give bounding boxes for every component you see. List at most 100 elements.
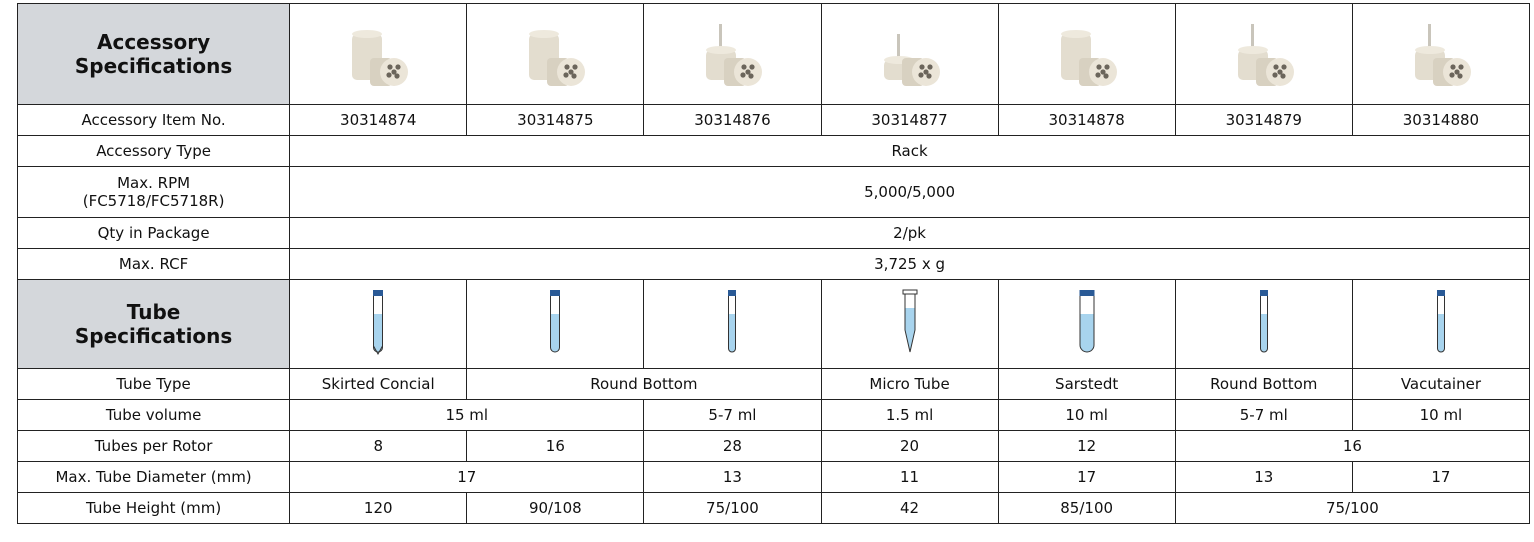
cell: 2/pk	[289, 217, 1530, 249]
cell: Rack	[289, 135, 1530, 167]
cell: Skirted Concial	[289, 368, 468, 400]
rack-hole	[1280, 73, 1286, 79]
rack-hole	[1457, 73, 1463, 79]
heading-line: Accessory	[96, 30, 211, 54]
tube-cap	[373, 290, 384, 296]
tube-skirt	[373, 345, 384, 356]
tube-rod	[896, 34, 900, 60]
row: Tube Height (mm) 120 90/108 75/100 42 85/100…	[16, 492, 1531, 524]
tube-outline	[550, 296, 561, 353]
tube-image	[1174, 279, 1353, 369]
tube-header-row: Tube Specifications	[16, 279, 1531, 369]
cell: 30314874	[289, 104, 468, 136]
cell: 30314876	[643, 104, 822, 136]
tube-image	[466, 279, 645, 369]
tube-liquid	[1260, 314, 1268, 352]
tube-cap	[1436, 290, 1445, 296]
accessory-icon	[352, 30, 409, 86]
tube-outline	[904, 293, 916, 353]
rack-hole	[749, 64, 756, 70]
rack-hole	[564, 64, 570, 70]
row: Accessory Item No. 30314874 30314875 30314…	[16, 104, 1531, 136]
tube-outline	[728, 296, 737, 353]
row-label: Tube Height (mm)	[16, 492, 291, 524]
cell: 30314880	[1351, 104, 1531, 136]
tube-cap	[728, 290, 737, 296]
tube-icon	[373, 290, 384, 356]
tube-outline	[1436, 296, 1445, 353]
cylinder-top	[352, 30, 383, 38]
rack-hole	[395, 64, 401, 70]
cell: 30314875	[466, 104, 645, 136]
tube-icon	[902, 289, 918, 353]
accessory-icon	[529, 30, 586, 86]
tube-cap	[902, 289, 918, 295]
tube-outline	[1079, 296, 1095, 353]
rack-hole	[1095, 72, 1101, 78]
rack-hole	[748, 73, 755, 79]
heading-line: Specifications	[74, 54, 233, 78]
cell: 17	[1351, 461, 1531, 493]
tube-icon	[550, 290, 561, 353]
cell: 5-7 ml	[1174, 399, 1353, 431]
cell: 3,725 x g	[289, 248, 1530, 280]
tube-liquid	[728, 314, 736, 352]
cell: 75/100	[1174, 492, 1531, 524]
accessory-icon	[1414, 24, 1471, 86]
cell: 20	[820, 430, 999, 462]
heading-line: Tube	[126, 300, 181, 324]
row: Accessory Type Rack	[16, 135, 1530, 167]
cell: 42	[820, 492, 999, 524]
row: Tubes per Rotor 8 16 28 20 12 16	[16, 430, 1531, 462]
row: Max. RPM (FC5718/FC5718R) 5,000/5,000	[16, 166, 1530, 218]
rack-hole	[1273, 64, 1279, 70]
row-label: Max. RPM (FC5718/FC5718R)	[16, 166, 291, 218]
rack-hole	[925, 73, 932, 79]
cell: 5,000/5,000	[289, 166, 1530, 218]
row: Max. Tube Diameter (mm) 17 13 11 17 13 17	[16, 461, 1531, 493]
rack-hole	[1096, 64, 1102, 70]
cell: 30314879	[1174, 104, 1353, 136]
accessory-image	[289, 3, 468, 105]
rack-hole	[571, 73, 577, 79]
rack-hole	[568, 69, 574, 75]
rack-hole	[745, 69, 752, 75]
rack-hole	[572, 64, 578, 70]
rack-hole	[387, 64, 393, 70]
row-label: Max. RCF	[16, 248, 291, 280]
accessory-image	[820, 3, 999, 105]
cell: 1.5 ml	[820, 399, 999, 431]
label-line: (FC5718/FC5718R)	[82, 192, 225, 210]
rack-hole	[1449, 72, 1455, 78]
accessory-image	[466, 3, 645, 105]
cell: 90/108	[466, 492, 645, 524]
cell: 13	[643, 461, 822, 493]
section-heading: Tube Specifications	[16, 279, 291, 369]
rack-hole	[741, 64, 748, 70]
row-label: Accessory Type	[16, 135, 291, 167]
tube-liquid	[904, 308, 915, 352]
rack-hole	[1100, 69, 1106, 75]
row: Max. RCF 3,725 x g	[16, 248, 1530, 280]
cell: 10 ml	[997, 399, 1176, 431]
cell: 13	[1174, 461, 1353, 493]
tube-image	[820, 279, 999, 369]
row-label: Tubes per Rotor	[16, 430, 291, 462]
tube-outline	[373, 296, 384, 353]
spec-table: Accessory Specifications Accessory Item N…	[16, 3, 1531, 524]
cell: 15 ml	[289, 399, 645, 431]
cell: 17	[289, 461, 645, 493]
accessory-image	[1351, 3, 1531, 105]
tube-cap	[550, 290, 561, 296]
cell: Micro Tube	[820, 368, 999, 400]
cell: 75/100	[643, 492, 822, 524]
row-label: Tube volume	[16, 399, 291, 431]
tube-liquid	[1437, 314, 1445, 352]
accessory-icon	[706, 24, 763, 86]
rack-hole	[394, 73, 400, 79]
cell: Sarstedt	[997, 368, 1176, 400]
tube-image	[1351, 279, 1531, 369]
rack-hole	[917, 72, 924, 78]
row-label: Accessory Item No.	[16, 104, 291, 136]
row: Tube volume 15 ml 5-7 ml 1.5 ml 10 ml 5-7 ml…	[16, 399, 1531, 431]
